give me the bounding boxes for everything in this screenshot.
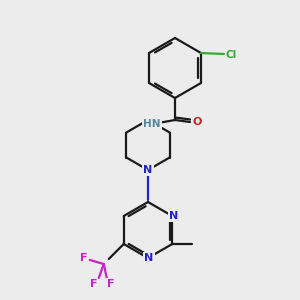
Text: O: O <box>192 117 202 127</box>
Text: HN: HN <box>143 119 161 129</box>
Text: F: F <box>90 279 98 289</box>
Text: F: F <box>107 279 115 289</box>
Text: N: N <box>143 165 153 175</box>
Text: N: N <box>144 253 154 263</box>
Text: F: F <box>80 253 88 263</box>
Text: Cl: Cl <box>225 50 237 60</box>
Text: N: N <box>169 211 178 221</box>
